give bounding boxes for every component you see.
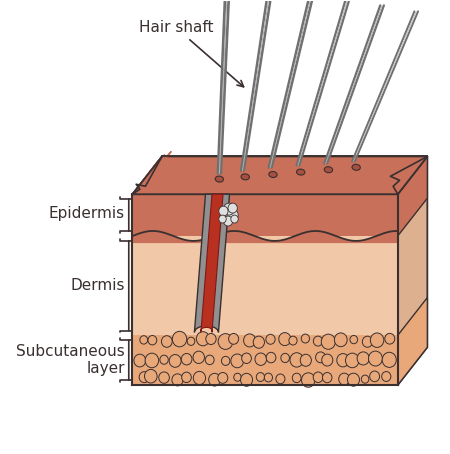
- Circle shape: [242, 353, 252, 364]
- Circle shape: [302, 373, 315, 387]
- Circle shape: [313, 336, 323, 346]
- Circle shape: [322, 354, 333, 366]
- Text: Dermis: Dermis: [71, 278, 125, 293]
- Circle shape: [350, 336, 358, 344]
- Polygon shape: [132, 157, 428, 194]
- Circle shape: [219, 215, 226, 223]
- Circle shape: [187, 337, 195, 345]
- Circle shape: [227, 209, 238, 221]
- Circle shape: [369, 351, 382, 366]
- Circle shape: [181, 354, 192, 365]
- Circle shape: [369, 371, 380, 382]
- Circle shape: [337, 354, 349, 367]
- Circle shape: [301, 334, 310, 343]
- Circle shape: [347, 373, 360, 386]
- Circle shape: [172, 331, 187, 347]
- Circle shape: [361, 375, 369, 383]
- Circle shape: [334, 333, 347, 347]
- Circle shape: [169, 355, 181, 367]
- Circle shape: [370, 333, 384, 347]
- Circle shape: [134, 354, 146, 367]
- Circle shape: [196, 332, 210, 346]
- Polygon shape: [132, 157, 428, 194]
- Circle shape: [243, 334, 256, 347]
- Ellipse shape: [241, 174, 249, 180]
- Circle shape: [290, 353, 303, 367]
- Polygon shape: [132, 236, 398, 336]
- Circle shape: [292, 373, 301, 383]
- Circle shape: [140, 336, 148, 344]
- Circle shape: [145, 353, 159, 368]
- Circle shape: [194, 371, 206, 385]
- Ellipse shape: [269, 172, 277, 178]
- Circle shape: [253, 336, 265, 348]
- Ellipse shape: [324, 167, 333, 173]
- Circle shape: [256, 373, 265, 381]
- Circle shape: [241, 373, 252, 386]
- Circle shape: [382, 352, 396, 367]
- Circle shape: [313, 372, 323, 383]
- Polygon shape: [398, 157, 428, 385]
- Circle shape: [362, 336, 373, 347]
- Circle shape: [219, 206, 228, 216]
- Circle shape: [159, 372, 169, 383]
- Circle shape: [221, 356, 230, 365]
- Text: Epidermis: Epidermis: [49, 206, 125, 221]
- Circle shape: [276, 374, 285, 384]
- Circle shape: [193, 351, 204, 364]
- Circle shape: [224, 216, 233, 226]
- Circle shape: [172, 374, 183, 386]
- Circle shape: [281, 353, 289, 363]
- Ellipse shape: [297, 169, 305, 175]
- Circle shape: [144, 370, 157, 383]
- Circle shape: [218, 334, 233, 350]
- Circle shape: [385, 333, 395, 344]
- Circle shape: [382, 371, 391, 381]
- Polygon shape: [398, 157, 428, 236]
- Ellipse shape: [352, 164, 360, 170]
- Circle shape: [234, 373, 241, 381]
- Circle shape: [220, 209, 234, 223]
- Circle shape: [206, 334, 216, 345]
- Text: Subcutaneous
layer: Subcutaneous layer: [16, 344, 125, 376]
- Circle shape: [162, 336, 172, 347]
- Circle shape: [205, 355, 214, 365]
- Circle shape: [323, 373, 332, 383]
- Circle shape: [289, 336, 297, 345]
- Polygon shape: [398, 297, 428, 385]
- Circle shape: [346, 353, 359, 368]
- Circle shape: [182, 372, 191, 383]
- Circle shape: [266, 352, 276, 363]
- Circle shape: [315, 352, 326, 363]
- Circle shape: [229, 333, 238, 344]
- Circle shape: [231, 354, 243, 368]
- Circle shape: [224, 203, 234, 215]
- Text: Hair
follicle: Hair follicle: [224, 282, 364, 321]
- Circle shape: [218, 372, 228, 383]
- Text: Sebaceous
gland: Sebaceous gland: [232, 212, 398, 271]
- Circle shape: [139, 372, 149, 383]
- Ellipse shape: [215, 176, 224, 182]
- Circle shape: [255, 353, 266, 365]
- Circle shape: [209, 373, 220, 386]
- Circle shape: [357, 352, 369, 365]
- Circle shape: [321, 334, 335, 349]
- Circle shape: [228, 203, 237, 213]
- Circle shape: [231, 215, 238, 223]
- Circle shape: [160, 355, 168, 364]
- Circle shape: [148, 336, 157, 345]
- Circle shape: [300, 354, 311, 366]
- Circle shape: [279, 333, 291, 345]
- Polygon shape: [132, 152, 171, 194]
- Circle shape: [266, 334, 275, 344]
- Text: Hair shaft: Hair shaft: [139, 20, 243, 87]
- Polygon shape: [201, 194, 223, 332]
- Polygon shape: [132, 336, 398, 385]
- Polygon shape: [132, 194, 398, 236]
- Circle shape: [339, 373, 350, 385]
- Polygon shape: [194, 194, 230, 332]
- Circle shape: [264, 373, 273, 382]
